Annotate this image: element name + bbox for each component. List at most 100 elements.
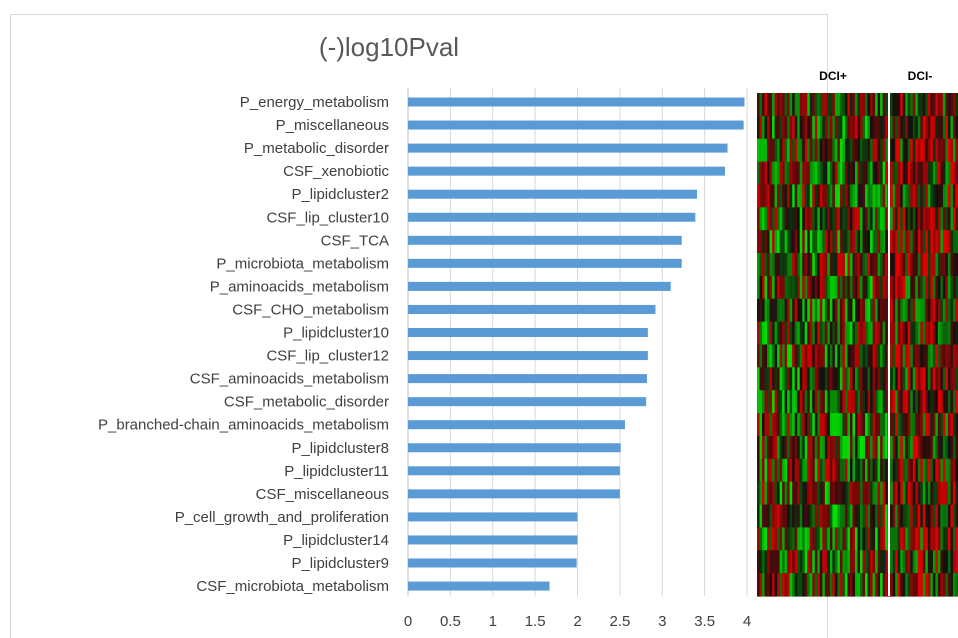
heatmap-cell [767,458,771,483]
heatmap-cell [834,458,838,483]
heatmap-cell [792,161,796,186]
heatmap-cell [809,527,813,551]
heatmap-cell [802,138,806,163]
heatmap-cell [955,298,958,323]
heatmap-cell [885,321,889,346]
heatmap-cell [762,435,766,460]
heatmap-cell [817,298,821,323]
heatmap-cell [789,230,793,254]
heatmap-cell [900,550,904,574]
heatmap-cell [907,481,911,506]
heatmap-cell [930,435,934,460]
heatmap-cell [857,367,861,391]
heatmap-cell [862,390,866,414]
heatmap-cell [920,435,924,460]
heatmap-cell [900,138,904,163]
heatmap-cell [937,161,942,186]
heatmap-cell [877,161,881,186]
heatmap-cell [772,184,776,208]
heatmap-cell [757,527,761,551]
heatmap-cell [854,207,859,231]
heatmap-group-labels: DCI+ DCI- [819,69,932,83]
heatmap-cell [935,413,939,437]
heatmap-cell [885,138,889,163]
heatmap-cell [937,230,942,254]
heatmap-cell [757,413,761,437]
heatmap-cell [839,184,844,208]
heatmap-cell [897,207,901,231]
heatmap-cell [812,573,816,597]
heatmap-cell [890,458,894,483]
heatmap-cell [837,344,841,368]
heatmap-cell [862,573,866,597]
heatmap-cell [945,321,949,346]
heatmap-cell [824,435,828,460]
heatmap-cell [925,115,929,140]
x-tick-label: 2 [573,613,581,630]
heatmap-cell [812,390,816,414]
heatmap-cell [802,161,806,186]
heatmap-cell [822,275,826,300]
heatmap-cell [814,298,818,323]
heatmap-cell [839,298,844,323]
heatmap-cell [832,413,836,437]
heatmap-cell [915,435,919,460]
heatmap-cell [857,275,861,300]
heatmap-cell [762,298,766,323]
heatmap-cell [912,161,916,186]
heatmap-cell [912,207,916,231]
heatmap-cell [915,321,919,346]
heatmap-cell [824,275,828,300]
heatmap-cell [844,93,849,117]
heatmap-cell [940,573,944,597]
heatmap-cell [789,481,793,506]
heatmap-cell [839,390,844,414]
heatmap-cell [945,275,949,300]
heatmap-cell [787,184,791,208]
heatmap-cell [927,253,931,277]
heatmap-cell [799,321,803,346]
heatmap-cell [905,298,909,323]
heatmap-cell [952,161,957,186]
heatmap-cell [860,253,864,277]
heatmap-cell [822,321,826,346]
heatmap-cell [947,344,952,368]
bar [408,120,744,130]
heatmap-cell [764,138,768,163]
heatmap-cell [844,344,849,368]
heatmap-cell [852,230,856,254]
heatmap-cell [865,435,869,460]
heatmap-cell [925,298,929,323]
heatmap-cell [854,298,859,323]
heatmap-cell [912,550,916,574]
heatmap-cell [764,298,768,323]
heatmap-cell [867,504,871,529]
heatmap-cell [890,573,894,597]
heatmap-cell [839,115,844,140]
heatmap-cell [915,115,919,140]
heatmap-cell [950,298,954,323]
heatmap-cell [829,253,833,277]
heatmap-cell [844,207,849,231]
heatmap-cell [807,230,811,254]
heatmap-cell [757,230,761,254]
bar [408,558,577,568]
heatmap-cell [860,321,864,346]
heatmap-cell [912,367,916,391]
heatmap-cell [799,253,803,277]
heatmap-cell [779,435,783,460]
heatmap-cell [932,321,936,346]
heatmap-cell [950,367,954,391]
heatmap-cell [930,161,934,186]
heatmap-cell [857,207,861,231]
heatmap-cell [930,138,934,163]
heatmap-cell [822,390,826,414]
heatmap-cell [935,275,939,300]
heatmap-cell [852,504,856,529]
heatmap-cell [952,550,957,574]
heatmap-cell [797,344,801,368]
heatmap-cell [917,253,921,277]
heatmap-cell [797,504,801,529]
heatmap-cell [895,458,899,483]
heatmap-cell [799,573,803,597]
